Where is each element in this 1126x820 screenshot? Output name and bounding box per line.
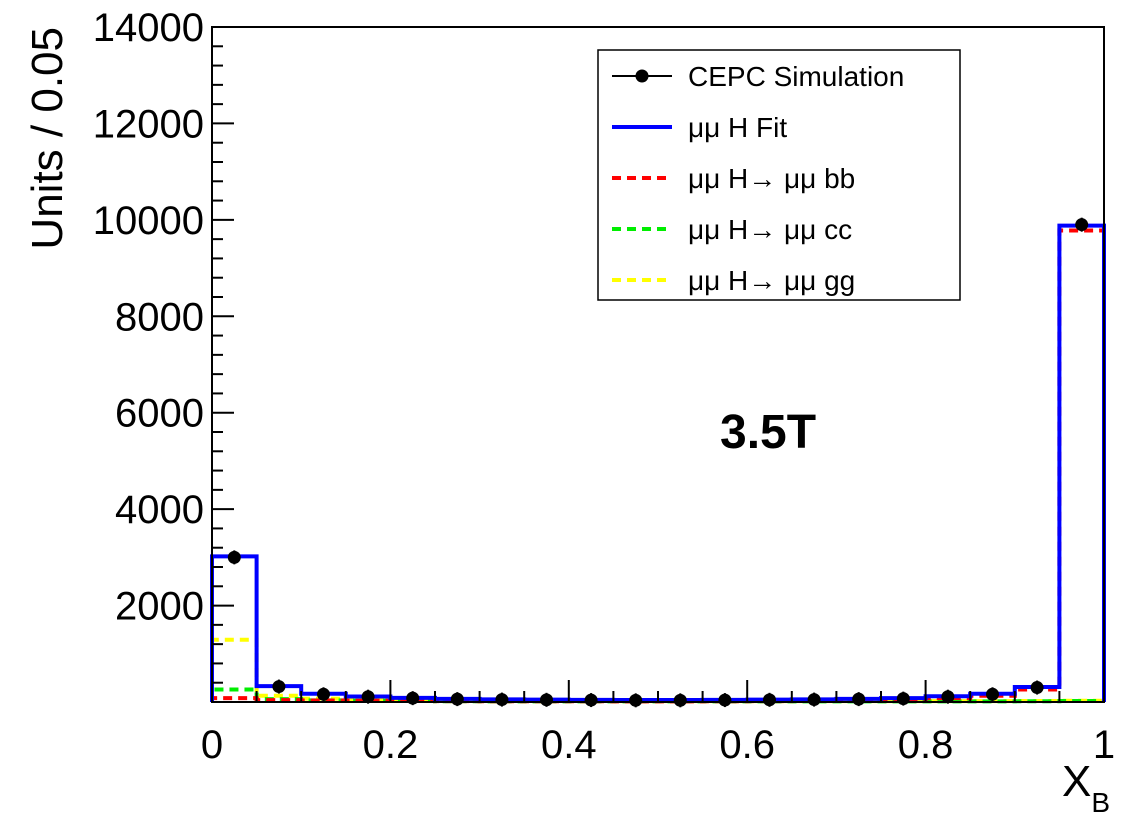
data-point (673, 693, 687, 707)
legend-entry-label: μμ H→ μμ cc (688, 214, 852, 245)
x-tick-label: 0.8 (898, 723, 954, 767)
legend-box (597, 49, 961, 301)
y-tick-label: 10000 (93, 199, 204, 243)
data-point (272, 680, 286, 694)
data-point (584, 693, 598, 707)
data-point (763, 693, 776, 707)
axes: 2000 4000 6000 8000 10000 12000 14000 0 0.2 0.4 0.… (93, 6, 1115, 767)
y-axis-label: Units / 0.05 (23, 27, 72, 250)
x-tick-label: 0.6 (719, 723, 775, 767)
x-tick-label: 1 (1093, 723, 1115, 767)
y-tick-label: 12000 (93, 102, 204, 146)
data-point (852, 692, 866, 706)
data-point (495, 693, 509, 707)
legend-entry-label: μμ H→ μμ gg (688, 265, 855, 296)
data-point (718, 693, 732, 707)
data-point (1030, 681, 1044, 695)
y-tick-label: 2000 (115, 585, 204, 629)
data-point (317, 687, 330, 701)
legend-entry-label: CEPC Simulation (688, 61, 904, 92)
data-point (941, 690, 955, 704)
data-point (629, 693, 643, 707)
y-tick-label: 6000 (115, 392, 204, 436)
x-tick-label: 0 (201, 723, 223, 767)
data-point (540, 693, 553, 707)
y-tick-label: 4000 (115, 488, 204, 532)
data-point (361, 690, 375, 704)
legend-entry-label: μμ H Fit (688, 112, 787, 143)
bb-series-line (210, 228, 1106, 704)
legend-entry-label: μμ H→ μμ bb (688, 163, 855, 194)
data-point (986, 687, 999, 701)
legend: CEPC Simulation μμ H Fit μμ H→ μμ bb μμ H→ … (597, 49, 961, 301)
y-tick-label: 8000 (115, 295, 204, 339)
data-point (896, 692, 910, 706)
field-annotation: 3.5T (720, 406, 816, 459)
x-axis-label-subscript: B (1091, 787, 1110, 818)
data-point (450, 692, 464, 706)
x-axis-label-main: X (1062, 757, 1091, 806)
legend-swatch-marker (635, 69, 649, 83)
data-point (227, 550, 241, 564)
y-tick-label: 14000 (93, 6, 204, 50)
data-point (807, 693, 821, 707)
data-point (1075, 218, 1089, 232)
x-axis-label: XB (1062, 757, 1110, 818)
x-tick-label: 0.4 (541, 723, 597, 767)
x-tick-label: 0.2 (363, 723, 419, 767)
